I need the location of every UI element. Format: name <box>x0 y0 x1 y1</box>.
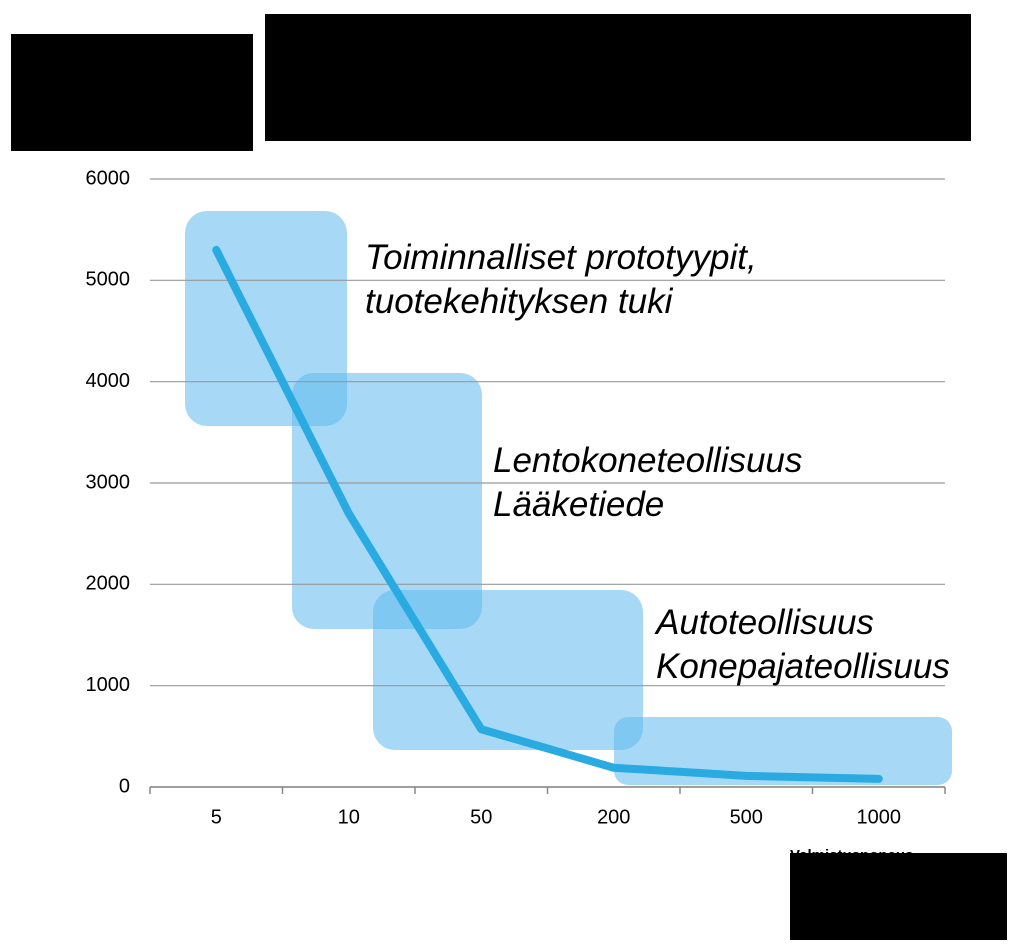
x-tick-label: 500 <box>730 806 763 828</box>
redaction <box>790 853 1007 940</box>
plot: 0 1000 2000 3000 4000 5000 6000 5 10 50 200 500 1000… <box>86 167 950 828</box>
zone <box>292 373 482 629</box>
y-tick-label: 0 <box>119 775 130 797</box>
x-tick-label: 5 <box>211 806 222 828</box>
annotation: Lääketiede <box>493 485 664 524</box>
annotation: Toiminnalliset prototyypit, <box>365 238 757 277</box>
data-line <box>212 245 883 783</box>
x-tick-label: 10 <box>338 806 360 828</box>
y-tick-label: 2000 <box>86 573 131 595</box>
y-tick-label: 4000 <box>86 370 131 392</box>
y-tick-label: 5000 <box>86 269 131 291</box>
y-tick-label: 6000 <box>86 167 131 189</box>
redaction <box>11 34 253 151</box>
x-tick-label: 200 <box>597 806 630 828</box>
zone <box>614 717 952 785</box>
annotation: Konepajateollisuus <box>656 647 950 686</box>
redaction <box>265 14 971 141</box>
annotation: Autoteollisuus <box>654 603 874 642</box>
annotation: tuotekehityksen tuki <box>365 282 674 321</box>
x-tick-label: 50 <box>470 806 492 828</box>
zones <box>185 211 952 785</box>
y-tick-label: 1000 <box>86 674 131 696</box>
zone <box>373 590 643 750</box>
x-tick-label: 1000 <box>857 806 902 828</box>
y-tick-label: 3000 <box>86 471 131 493</box>
annotation: Lentokoneteollisuus <box>493 441 802 480</box>
